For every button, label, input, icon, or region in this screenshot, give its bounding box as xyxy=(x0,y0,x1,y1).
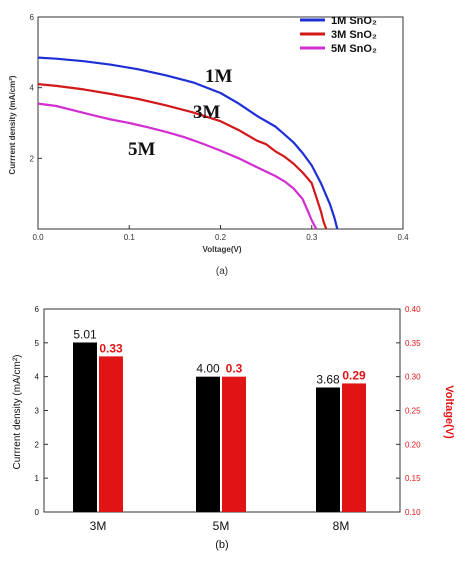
bar-3M-current-density xyxy=(73,342,97,512)
plot-b-bars xyxy=(73,342,366,512)
left-y-tick-label: 6 xyxy=(35,305,40,314)
curve-label-2: 3M xyxy=(193,102,221,123)
plot-b-right-y-ticks: 0.10 0.15 0.20 0.25 0.30 0.35 0.40 xyxy=(396,305,421,517)
series-line-1 xyxy=(37,56,339,230)
panel-b-caption: (b) xyxy=(215,539,228,551)
plot-b-category-labels: 3M 5M 8M xyxy=(90,519,350,533)
left-y-tick-label: 2 xyxy=(35,440,40,449)
left-y-tick-label: 0 xyxy=(35,508,40,517)
curve-label-1: 1M xyxy=(205,66,233,87)
right-y-tick-label: 0.40 xyxy=(405,305,421,314)
data-label-3M-voltage: 0.33 xyxy=(99,341,123,355)
right-y-tick-label: 0.20 xyxy=(405,440,421,449)
series-line-3 xyxy=(37,102,318,230)
plot-a-x-ticks: 0.0 0.1 0.2 0.3 0.4 xyxy=(32,225,409,242)
left-y-tick-label: 3 xyxy=(35,407,40,416)
left-y-tick-label: 1 xyxy=(35,474,40,483)
y-tick-label: 2 xyxy=(30,154,35,163)
panel-a-caption: (a) xyxy=(216,266,228,277)
data-label-8M-voltage: 0.29 xyxy=(342,368,366,382)
legend-label-3: 5M SnO₂ xyxy=(331,43,377,55)
legend-label-1: 1M SnO₂ xyxy=(331,15,377,27)
right-y-tick-label: 0.35 xyxy=(405,339,421,348)
plot-a-legend: 1M SnO₂ 3M SnO₂ 5M SnO₂ xyxy=(300,15,377,55)
x-tick-label: 0.1 xyxy=(124,233,136,242)
data-label-5M-voltage: 0.3 xyxy=(226,362,243,376)
legend-label-2: 3M SnO₂ xyxy=(331,29,377,41)
data-label-8M-current-density: 3.68 xyxy=(316,372,340,386)
bar-5M-voltage xyxy=(222,376,246,512)
right-y-tick-label: 0.25 xyxy=(405,407,421,416)
plot-a-y-ticks: 2 4 6 xyxy=(30,13,42,163)
right-y-tick-label: 0.15 xyxy=(405,474,421,483)
y-tick-label: 6 xyxy=(30,13,35,22)
bar-8M-current-density xyxy=(316,387,340,512)
x-tick-label: 0.2 xyxy=(215,233,227,242)
x-tick-label: 0.3 xyxy=(306,233,318,242)
right-y-tick-label: 0.30 xyxy=(405,373,421,382)
right-y-tick-label: 0.10 xyxy=(405,508,421,517)
bar-8M-voltage xyxy=(342,383,366,512)
panel-a-line-chart: 2 4 6 0.0 0.1 0.2 0.3 0.4 1M 3M 5M 1M SnO₂ 3M SnO… xyxy=(8,13,409,277)
x-tick-label: 0.0 xyxy=(32,233,44,242)
y-tick-label: 4 xyxy=(30,84,35,93)
bar-3M-voltage xyxy=(99,356,123,512)
plot-a-x-axis-label: Voltage(V) xyxy=(203,245,242,254)
data-label-5M-current-density: 4.00 xyxy=(196,362,220,376)
data-label-3M-current-density: 5.01 xyxy=(73,327,97,341)
plot-b-right-axis-label: Voltage(V) xyxy=(443,385,455,439)
x-tick-label: 0.4 xyxy=(397,233,409,242)
left-y-tick-label: 5 xyxy=(35,339,40,348)
category-label: 5M xyxy=(213,519,230,533)
plot-b-data-labels: 5.010.33 4.00 0.3 3.68 0.29 xyxy=(73,327,366,386)
category-label: 8M xyxy=(333,519,350,533)
panel-b-bar-chart: 0 1 2 3 4 5 6 0.10 0.15 0.20 0.25 0.30 0.35 0.40 5.0… xyxy=(12,305,455,551)
plot-a-curves xyxy=(37,56,339,230)
curve-label-3: 5M xyxy=(128,139,156,160)
plot-b-left-y-ticks: 0 1 2 3 4 5 6 xyxy=(35,305,48,517)
series-line-2 xyxy=(37,83,328,230)
left-y-tick-label: 4 xyxy=(35,373,40,382)
plot-a-in-plot-labels: 1M 3M 5M xyxy=(128,66,233,160)
plot-b-left-axis-label: Currrent density (mA/cm²) xyxy=(12,354,23,469)
bar-5M-current-density xyxy=(196,376,220,512)
category-label: 3M xyxy=(90,519,107,533)
plot-a-y-axis-label: Currrent density (mA/cm²) xyxy=(8,75,17,174)
